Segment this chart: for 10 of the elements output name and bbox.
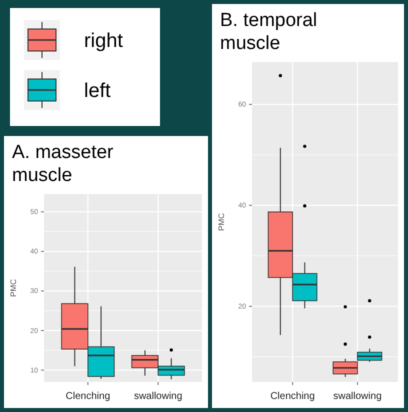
legend-label: left: [84, 80, 112, 102]
y-axis-title: PMC: [9, 278, 18, 297]
y-axis-title: PMC: [217, 212, 226, 231]
x-tick-label: Clenching: [270, 391, 315, 402]
chart-title: A. masseter muscle: [12, 142, 114, 186]
chart-title: B. temporal muscle: [220, 10, 318, 54]
x-tick-label: swallowing: [333, 391, 382, 402]
x-tick-label: swallowing: [134, 391, 182, 402]
x-tick-label: Clenching: [66, 391, 110, 402]
legend-label: right: [84, 30, 124, 52]
